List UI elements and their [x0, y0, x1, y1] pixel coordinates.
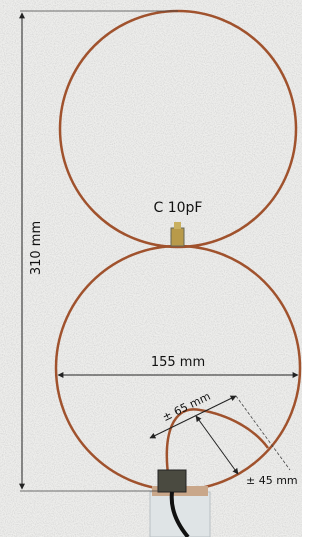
loop-height-label: ± 45 mm — [246, 474, 298, 487]
photo: 310 mm C 10pF 155 mm ± 65 mm ± 45 mm — [0, 0, 302, 537]
capacitor — [171, 228, 184, 246]
height-label: 310 mm — [29, 221, 44, 275]
wall-texture — [0, 0, 302, 537]
mount-tube — [150, 492, 210, 537]
capacitor-cap — [174, 222, 181, 229]
connector — [158, 470, 186, 492]
capacitor-label: C 10pF — [154, 200, 203, 216]
width-label: 155 mm — [151, 355, 205, 370]
